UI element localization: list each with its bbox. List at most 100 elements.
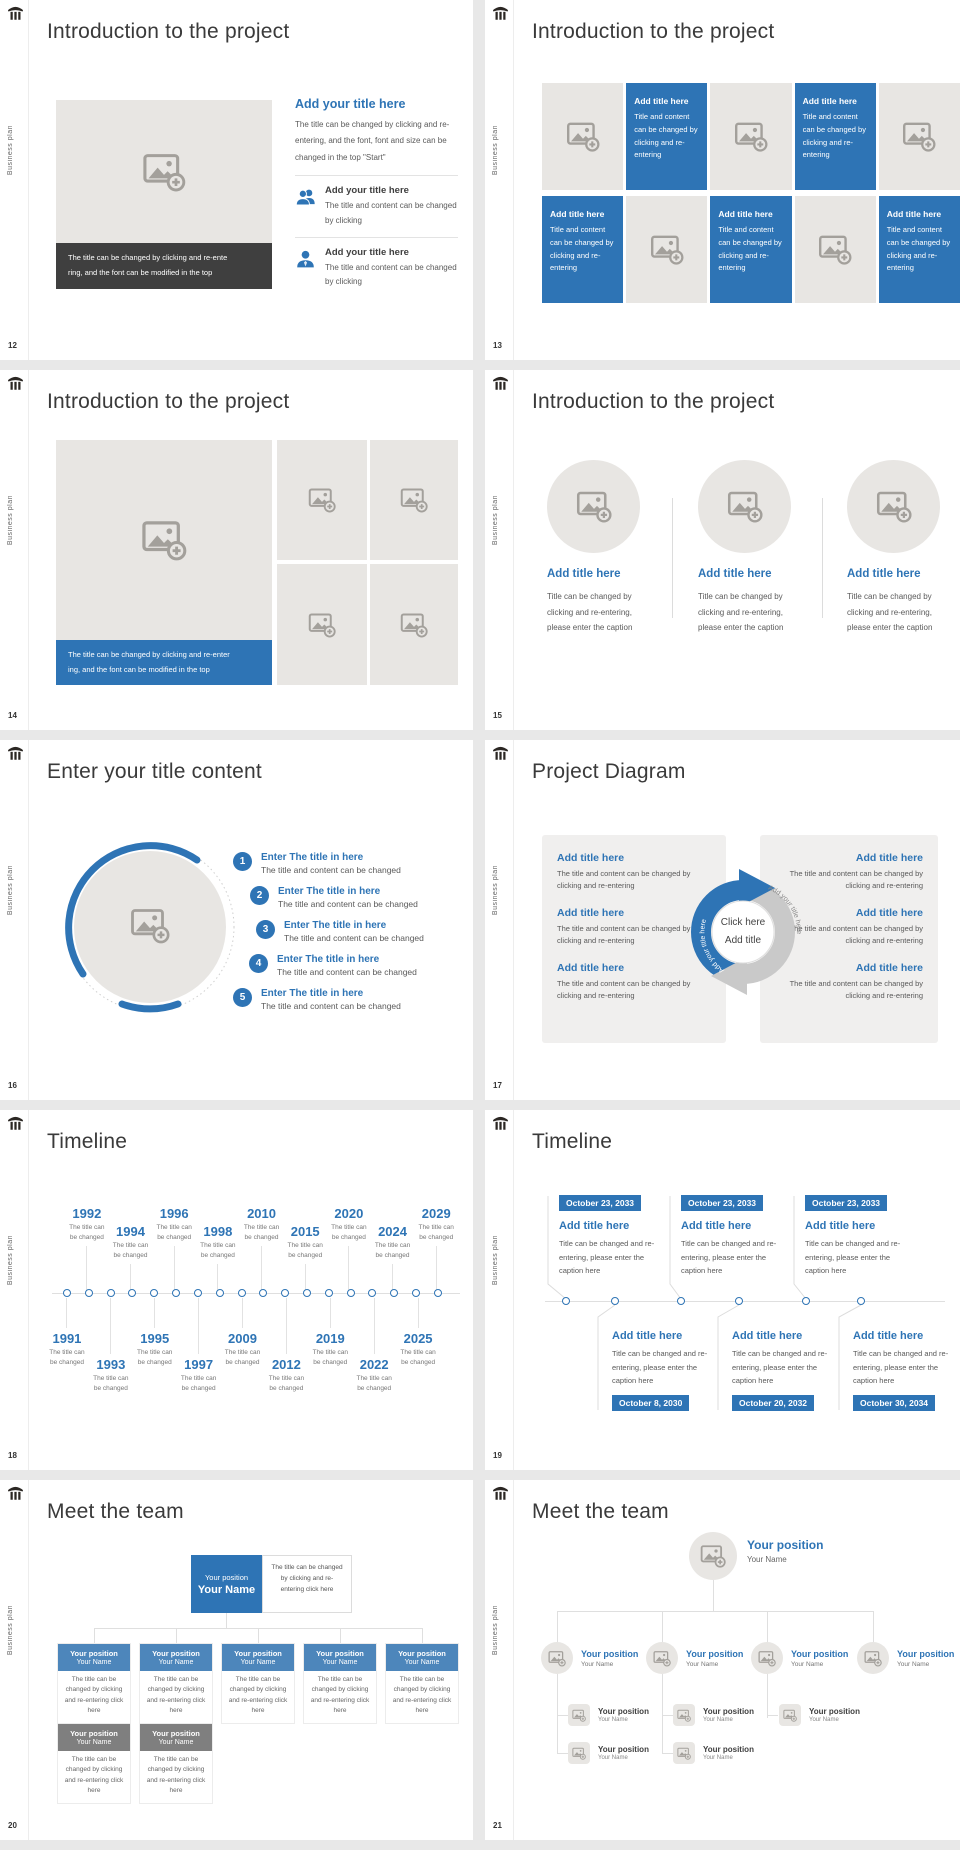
timeline-node <box>237 1289 246 1297</box>
timeline-year-group: 2015 The title can be changed <box>283 1224 327 1295</box>
timeline-year-group: 1997 The title can be changed <box>177 1298 221 1394</box>
org-member-box: Your position Your Name The title can be… <box>139 1643 213 1724</box>
column-body: Title can be changed by clicking and re-… <box>698 592 784 633</box>
page-number: 18 <box>8 1451 17 1460</box>
image-placeholder-icon <box>400 612 428 638</box>
grid-cell: Add title here Title and content can be … <box>626 83 708 190</box>
org-node: Your position Your Name <box>751 1642 848 1674</box>
year-body: The title can be changed <box>374 1242 411 1260</box>
timeline-node <box>802 1297 810 1305</box>
image-placeholder-icon <box>566 121 600 152</box>
step-title: Enter The title in here <box>261 988 364 999</box>
timeline-year-group: 2009 The title can be changed <box>221 1298 265 1368</box>
org-connector <box>557 1715 568 1716</box>
org-root-box: Your position Your Name <box>191 1555 262 1613</box>
position-label: Your position <box>152 1729 200 1738</box>
panel-item: Add title here The title and content can… <box>557 907 711 948</box>
card-body: Title can be changed and re-entering, pl… <box>681 1239 777 1275</box>
image-caption: The title can be changed by clicking and… <box>56 243 272 289</box>
org-connector <box>767 1715 778 1716</box>
slide-title: Project Diagram <box>532 760 686 783</box>
slide-title: Timeline <box>47 1130 128 1153</box>
position-label: Your position <box>897 1648 955 1659</box>
panel-item: Add title here The title and content can… <box>775 962 923 1003</box>
sidebar-divider <box>513 370 514 730</box>
year-label: 1993 <box>96 1357 126 1372</box>
position-label: Your position <box>809 1707 860 1716</box>
cell-title: Add title here <box>802 96 857 106</box>
year-label: 2009 <box>228 1331 257 1346</box>
timeline-node <box>193 1289 202 1297</box>
numbered-list-item: 3 Enter The title in here The title and … <box>256 920 456 943</box>
image-placeholder <box>277 564 367 685</box>
slide-13-thumbnail[interactable]: Business plan Introduction to the projec… <box>485 0 960 360</box>
name-label: Your Name <box>809 1717 839 1723</box>
column-divider <box>672 498 673 618</box>
slide-18-thumbnail[interactable]: Business plan Timeline 1992 The title ca… <box>0 1110 473 1470</box>
pavilion-logo-icon <box>7 1486 24 1501</box>
image-placeholder-icon <box>677 1747 691 1760</box>
timeline-card: Add title here Title can be changed and … <box>732 1330 832 1411</box>
slide-17-thumbnail[interactable]: Business plan Project Diagram Add title … <box>485 740 960 1100</box>
slide-19-thumbnail[interactable]: Business plan Timeline October 23, 2033 … <box>485 1110 960 1470</box>
image-placeholder-icon <box>650 234 684 265</box>
slide-title: Introduction to the project <box>532 390 775 413</box>
year-label: 1997 <box>184 1357 214 1372</box>
year-body: The title can be changed <box>156 1224 192 1242</box>
timeline-year-group: 1991 The title can be changed <box>45 1298 89 1368</box>
position-label: Your position <box>398 1649 446 1658</box>
timeline-node <box>302 1289 311 1297</box>
org-node: Your position Your Name <box>568 1742 649 1764</box>
date-badge: October 23, 2033 <box>681 1195 764 1211</box>
timeline-node <box>412 1289 420 1297</box>
image-placeholder-circle <box>547 460 640 553</box>
position-label: Your position <box>598 1745 649 1754</box>
year-label: 2012 <box>271 1357 301 1372</box>
slide-14-thumbnail[interactable]: Business plan Introduction to the projec… <box>0 370 473 730</box>
year-body: The title can be changed <box>268 1375 305 1393</box>
timeline-card: Add title here Title can be changed and … <box>612 1330 712 1411</box>
item-title: Add title here <box>855 852 923 864</box>
position-label: Your position <box>703 1745 754 1754</box>
timeline-node <box>128 1289 137 1297</box>
org-node: Your position Your Name <box>541 1642 638 1674</box>
date-badge: October 20, 2032 <box>732 1394 815 1411</box>
date-badge: October 8, 2030 <box>612 1394 690 1411</box>
year-label: 2025 <box>403 1331 433 1346</box>
slide-16-thumbnail[interactable]: Business plan Enter your title content 1… <box>0 740 473 1100</box>
org-connector <box>557 1611 558 1642</box>
name-label: Your Name <box>322 1659 358 1666</box>
position-label: Your position <box>70 1649 118 1658</box>
text-column: Add your title here The title can be cha… <box>295 97 458 290</box>
image-placeholder-icon <box>876 490 912 523</box>
year-label: 1998 <box>203 1224 233 1239</box>
year-label: 2015 <box>290 1224 320 1239</box>
name-label: Your Name <box>404 1659 440 1666</box>
step-body: The title and content can be changed <box>277 967 417 977</box>
org-connector <box>662 1674 663 1753</box>
card-title: Add title here <box>732 1330 803 1342</box>
year-label: 2019 <box>315 1331 345 1346</box>
slide-12-thumbnail[interactable]: Business plan Introduction to the projec… <box>0 0 473 360</box>
page-number: 14 <box>8 711 17 720</box>
image-placeholder-icon <box>572 1747 586 1760</box>
avatar-placeholder <box>541 1642 573 1674</box>
item-title: Add title here <box>855 906 923 919</box>
step-body: The title and content can be changed <box>284 933 424 943</box>
grid-cell: Add title here Title and content can be … <box>794 83 876 190</box>
cell-title: Add title here <box>634 96 689 106</box>
timeline-node <box>281 1289 290 1297</box>
slide-20-thumbnail[interactable]: Business plan Meet the team Your positio… <box>0 1480 473 1840</box>
timeline-node <box>324 1289 333 1297</box>
slide-21-thumbnail[interactable]: Business plan Meet the team Your positio… <box>485 1480 960 1840</box>
year-label: 1996 <box>159 1206 189 1221</box>
timeline-node <box>390 1289 399 1297</box>
slide-15-thumbnail[interactable]: Business plan Introduction to the projec… <box>485 370 960 730</box>
timeline-card: October 23, 2033 Add title here Title ca… <box>681 1193 781 1278</box>
org-connector <box>422 1628 423 1643</box>
slide-title: Timeline <box>532 1130 613 1153</box>
timeline-year-group: 1993 The title can be changed <box>89 1298 133 1394</box>
position-label: Your position <box>70 1729 118 1738</box>
page-number: 12 <box>8 341 17 350</box>
org-connector <box>557 1674 558 1753</box>
